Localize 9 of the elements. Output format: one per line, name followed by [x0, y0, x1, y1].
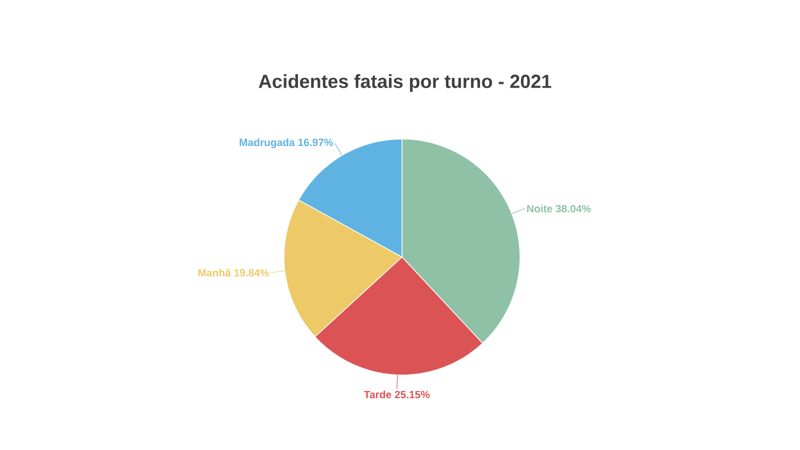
data-label: 16.97%: [298, 138, 333, 146]
data-label: 38.04%: [556, 204, 591, 212]
slice-label: Tarde: [364, 390, 392, 398]
slice-label: Manhã: [198, 268, 231, 276]
chart-title: Acidentes fatais por turno - 2021: [258, 74, 552, 92]
data-label: 19.84%: [234, 269, 269, 276]
slice-label: Madrugada: [240, 138, 295, 148]
data-label: 25.15%: [394, 390, 430, 398]
slice-label: Noite: [527, 204, 552, 212]
